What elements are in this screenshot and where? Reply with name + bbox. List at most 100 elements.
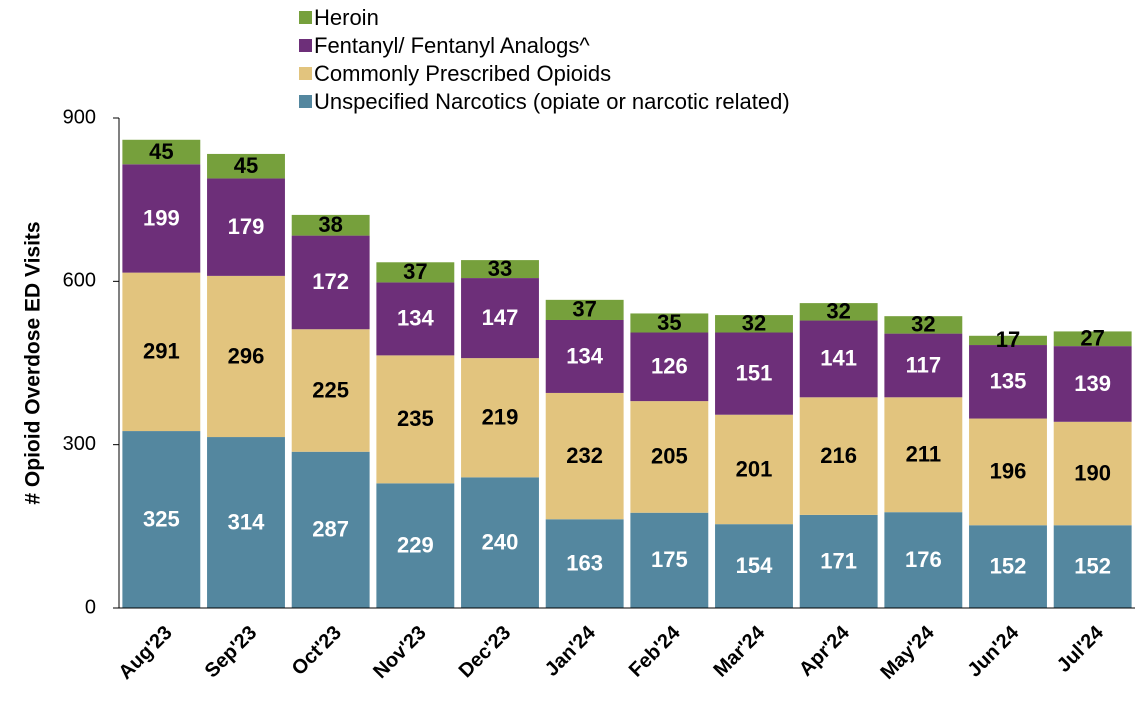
data-label: 117 [906, 352, 942, 377]
data-label: 17 [996, 327, 1020, 352]
bar-segment [969, 335, 1047, 346]
data-label: 135 [990, 369, 1027, 394]
bar-segment [884, 512, 963, 608]
bar-segment [122, 272, 201, 432]
bar-segment [715, 315, 793, 333]
data-label: 235 [397, 406, 434, 431]
bar-segment [461, 358, 539, 478]
x-tick-label: Jun'24 [963, 621, 1023, 681]
x-tick-label: Jul'24 [1053, 621, 1109, 677]
data-label: 141 [820, 346, 857, 371]
y-tick-label: 300 [63, 433, 96, 455]
data-label: 45 [149, 139, 173, 164]
data-label: 152 [990, 553, 1027, 578]
data-label: 179 [228, 214, 265, 239]
x-tick-label: Apr'24 [795, 621, 855, 681]
legend-swatch [299, 95, 312, 108]
bar-segment [376, 355, 455, 484]
data-label: 176 [905, 547, 942, 572]
data-label: 240 [482, 529, 519, 554]
data-label: 38 [318, 212, 342, 237]
bar-segment [1053, 525, 1132, 608]
bar-segment [291, 451, 370, 608]
bar-segment [207, 275, 285, 438]
bar-segment [207, 178, 285, 276]
bar-segment [545, 299, 624, 320]
bar-segment [376, 483, 455, 608]
bar-segment [461, 477, 539, 608]
data-label: 154 [736, 553, 773, 578]
bar-segment [799, 320, 878, 398]
data-label: 232 [566, 443, 603, 468]
y-tick-label: 0 [85, 596, 96, 618]
bar-segment [207, 153, 285, 179]
bar-segment [122, 139, 201, 165]
data-label: 27 [1080, 326, 1104, 351]
legend-swatch [299, 39, 312, 52]
data-label: 287 [312, 517, 349, 542]
data-label: 216 [820, 443, 857, 468]
bar-segment [884, 397, 963, 513]
bar-segment [461, 260, 539, 279]
legend-label: Commonly Prescribed Opioids [314, 61, 611, 86]
bar-segment [1053, 346, 1132, 422]
bar-segment [207, 437, 285, 608]
bar-segment [545, 519, 624, 608]
data-label: 147 [482, 305, 519, 330]
legend-label: Unspecified Narcotics (opiate or narcoti… [314, 89, 790, 114]
data-label: 32 [826, 299, 850, 324]
bar-segment [884, 316, 963, 334]
data-label: 314 [228, 509, 265, 534]
y-tick-label: 900 [63, 106, 96, 128]
bar-segment [461, 278, 539, 359]
data-label: 229 [397, 532, 434, 557]
x-tick-label: May'24 [876, 621, 939, 684]
data-label: 35 [657, 310, 681, 335]
data-label: 45 [234, 153, 258, 178]
x-tick-label: Aug'23 [114, 622, 176, 684]
data-label: 134 [397, 306, 434, 331]
bar-segment [715, 414, 793, 525]
bar-segment [630, 332, 709, 402]
x-tick-label: Feb'24 [625, 621, 685, 681]
data-label: 172 [312, 269, 349, 294]
data-label: 33 [488, 256, 512, 281]
bar-segment [799, 303, 878, 321]
data-label: 171 [820, 548, 857, 573]
y-axis-label: # Opioid Overdose ED Visits [22, 221, 45, 504]
data-label: 134 [566, 343, 603, 368]
data-label: 225 [312, 377, 349, 402]
bar-segment [630, 512, 709, 608]
bar-segment [884, 333, 963, 398]
data-label: 196 [990, 459, 1027, 484]
bar-segment [122, 431, 201, 608]
x-tick-label: Mar'24 [709, 621, 769, 681]
bar-segment [376, 262, 455, 283]
bar-segment [799, 514, 878, 608]
data-label: 211 [906, 442, 942, 467]
data-label: 205 [651, 444, 688, 469]
data-label: 126 [651, 354, 688, 379]
x-tick-label: Sep'23 [201, 622, 262, 683]
bar-segment [291, 214, 370, 236]
data-label: 139 [1074, 371, 1111, 396]
data-label: 175 [651, 547, 688, 572]
legend-swatch [299, 67, 312, 80]
data-label: 37 [403, 259, 427, 284]
bar-segment [630, 401, 709, 513]
legend-swatch [299, 11, 312, 24]
bar-segment [715, 524, 793, 608]
y-tick-label: 600 [63, 270, 96, 292]
x-tick-label: Jan'24 [541, 621, 601, 681]
data-label: 32 [911, 312, 935, 337]
x-tick-label: Nov'23 [369, 622, 430, 683]
data-label: 201 [736, 456, 773, 481]
x-tick-label: Oct'23 [288, 622, 346, 680]
data-label: 190 [1074, 460, 1111, 485]
bar-segment [291, 235, 370, 330]
data-label: 325 [143, 506, 180, 531]
bar-segment [630, 313, 709, 333]
data-label: 163 [566, 550, 603, 575]
data-label: 291 [143, 339, 180, 364]
